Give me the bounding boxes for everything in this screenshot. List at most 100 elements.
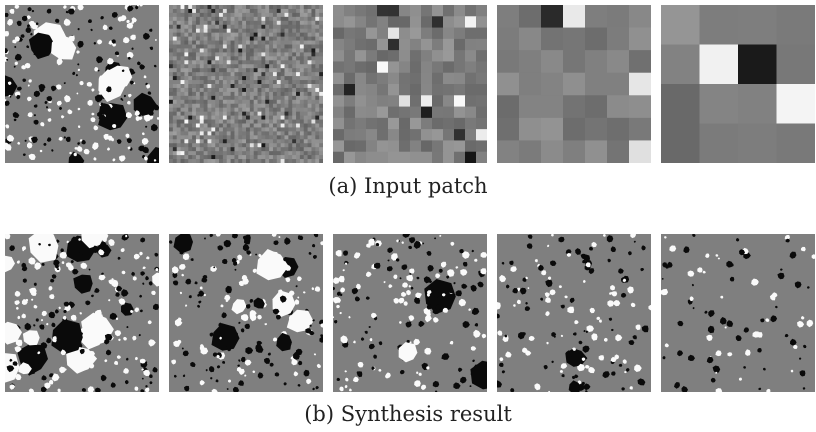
pixel	[344, 39, 356, 51]
pixel	[296, 120, 300, 124]
pixel	[519, 73, 542, 96]
pixel	[261, 108, 265, 112]
pixel	[311, 139, 315, 143]
pixel	[181, 116, 185, 120]
pixel	[277, 147, 281, 151]
pixel	[296, 17, 300, 21]
pixel	[292, 9, 296, 13]
pixel	[215, 80, 219, 84]
pixel	[288, 131, 292, 135]
pixel	[254, 96, 258, 100]
pixel	[192, 127, 196, 131]
pixel	[208, 159, 212, 163]
pixel	[315, 92, 319, 96]
pixel	[184, 9, 188, 13]
pixel	[188, 131, 192, 135]
pixel	[304, 92, 308, 96]
pixel	[169, 56, 173, 60]
pixel	[281, 143, 285, 147]
pixel	[410, 61, 422, 73]
pixel	[281, 76, 285, 80]
pixel	[277, 33, 281, 37]
pixel	[700, 84, 739, 124]
pixel	[465, 140, 477, 152]
pixel	[204, 60, 208, 64]
pixel	[288, 92, 292, 96]
pixel	[169, 45, 173, 49]
pixel	[300, 104, 304, 108]
pixel	[333, 95, 345, 107]
image-panel	[169, 232, 325, 396]
pixel	[311, 92, 315, 96]
pixel	[181, 112, 185, 116]
pixel	[277, 52, 281, 56]
pixel	[227, 25, 231, 29]
pixel	[227, 9, 231, 13]
pixel	[281, 13, 285, 17]
pixel	[177, 45, 181, 49]
grain	[332, 316, 334, 318]
pixel	[242, 131, 246, 135]
pixel	[304, 21, 308, 25]
pixel	[200, 139, 204, 143]
pixel	[273, 96, 277, 100]
pixel	[208, 5, 212, 9]
pixel	[204, 84, 208, 88]
pixel	[277, 72, 281, 76]
pixel	[585, 95, 608, 118]
pixel	[315, 56, 319, 60]
pixel	[315, 155, 319, 159]
pixel	[227, 13, 231, 17]
pixel	[315, 127, 319, 131]
pixel	[246, 60, 250, 64]
pixel	[304, 5, 308, 9]
pixel	[250, 135, 254, 139]
pixel	[465, 84, 477, 96]
pixel	[265, 159, 269, 163]
pixel	[285, 48, 289, 52]
pixel	[296, 151, 300, 155]
pixel	[254, 64, 258, 68]
image-panel	[0, 4, 172, 176]
pixel	[661, 5, 700, 45]
pixel	[315, 135, 319, 139]
pixel	[227, 96, 231, 100]
pixel	[315, 96, 319, 100]
pixel	[192, 56, 196, 60]
pixel	[465, 107, 477, 119]
pixel	[304, 13, 308, 17]
pixel	[192, 112, 196, 116]
pixel	[223, 139, 227, 143]
pixel	[246, 72, 250, 76]
pixel	[563, 118, 586, 141]
pixel	[181, 151, 185, 155]
pixel	[319, 127, 323, 131]
pixel	[192, 120, 196, 124]
pixel	[188, 155, 192, 159]
pixel	[173, 159, 177, 163]
pixel	[277, 41, 281, 45]
pixel	[269, 135, 273, 139]
pixel	[315, 13, 319, 17]
pixel	[227, 41, 231, 45]
pixel	[269, 147, 273, 151]
pixel	[200, 52, 204, 56]
pixel	[541, 5, 564, 28]
pixel	[258, 151, 262, 155]
pixel	[292, 64, 296, 68]
pixel	[269, 48, 273, 52]
figure: (a) Input patch (b) Synthesis result	[0, 0, 816, 432]
pixel	[169, 17, 173, 21]
pixel	[277, 131, 281, 135]
pixel	[311, 72, 315, 76]
pixel	[541, 73, 564, 96]
pixel	[238, 127, 242, 131]
pixel	[277, 116, 281, 120]
pixel	[261, 104, 265, 108]
pixel	[177, 9, 181, 13]
pixel	[304, 147, 308, 151]
pixel	[231, 60, 235, 64]
pixel	[177, 21, 181, 25]
pixel	[238, 155, 242, 159]
pixel	[273, 80, 277, 84]
